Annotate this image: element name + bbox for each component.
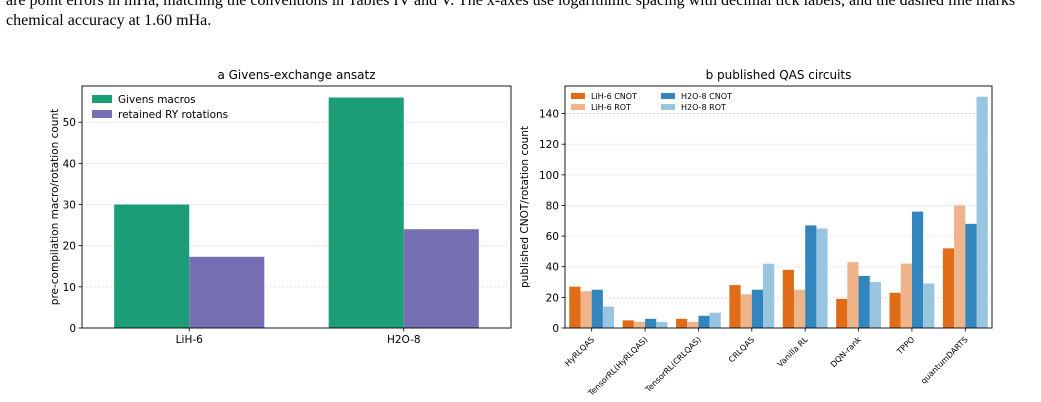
bar-1-1 xyxy=(569,286,581,328)
bar-4-4 xyxy=(763,263,775,328)
bar-1-2 xyxy=(622,320,634,328)
legend-label: retained RY rotations xyxy=(118,109,228,121)
bar-4-1 xyxy=(602,306,615,328)
bar-2-7 xyxy=(900,263,912,328)
y-tick-label: 50 xyxy=(63,117,76,129)
y-tick-label: 40 xyxy=(546,262,559,274)
legend-swatch xyxy=(661,93,675,99)
x-tick-label: DQN-rank xyxy=(829,335,863,369)
bar-1-3 xyxy=(676,318,688,328)
y-tick-label: 10 xyxy=(63,282,76,294)
bar-2-1 xyxy=(580,291,592,328)
x-tick-label: TensorRL(CRLQAS) xyxy=(643,335,703,395)
bar-3-4 xyxy=(751,289,764,328)
bar-4-7 xyxy=(923,283,935,328)
y-tick-label: 100 xyxy=(539,170,559,182)
bar-4-8 xyxy=(976,96,988,328)
caption-line-2: chemical accuracy at 1.60 mHa. xyxy=(6,12,212,29)
legend-label: Givens macros xyxy=(118,94,196,106)
panel-a-givens-chart: 0 10 20 30 40 50 LiH-6 H2O-8 a Givens-exchange a… xyxy=(49,68,512,346)
bar-1-4 xyxy=(729,285,741,328)
legend: Givens macros retained RY rotations xyxy=(92,94,228,121)
legend-swatch xyxy=(92,110,112,118)
panel-b-qas-chart: 0 20 40 60 80 100 120 140 HyRLQASTensorRL(HyRLQA… xyxy=(519,68,993,399)
legend-label: H2O-8 CNOT xyxy=(681,92,732,101)
bar-2-5 xyxy=(793,289,806,328)
y-tick-label: 0 xyxy=(69,323,76,335)
legend-swatch xyxy=(92,95,112,103)
x-tick-label: H2O-8 xyxy=(387,334,421,346)
bar-3-1 xyxy=(591,289,603,328)
legend-swatch xyxy=(571,104,585,110)
chart-title: b published QAS circuits xyxy=(706,68,852,82)
x-tick-label: LiH-6 xyxy=(176,334,203,346)
bar-2-4 xyxy=(740,294,752,328)
legend-swatch xyxy=(661,104,675,110)
y-tick-label: 60 xyxy=(546,231,559,243)
y-tick-label: 30 xyxy=(63,200,76,212)
caption-line-1: are point errors in mHa, matching the co… xyxy=(6,0,1016,9)
y-tick-label: 0 xyxy=(552,323,559,335)
bar-3-7 xyxy=(911,211,924,328)
y-tick-label: 20 xyxy=(546,292,559,304)
y-tick-label: 80 xyxy=(546,200,559,212)
bar-1-2 xyxy=(328,97,404,329)
x-tick-label: CRLQAS xyxy=(727,335,756,364)
x-tick-label: TPPO xyxy=(895,335,917,357)
legend: LiH-6 CNOT LiH-6 ROT H2O-8 CNOT H2O-8 ROT xyxy=(571,92,732,112)
legend-label: LiH-6 CNOT xyxy=(591,92,637,101)
y-tick-label: 40 xyxy=(63,158,76,170)
legend-label: LiH-6 ROT xyxy=(591,103,631,112)
x-tick-label: HyRLQAS xyxy=(563,335,596,368)
bar-2-3 xyxy=(687,321,699,328)
plot-frame xyxy=(564,85,993,329)
bar-2-2 xyxy=(403,229,479,328)
y-tick-label: 20 xyxy=(63,241,76,253)
bar-2-8 xyxy=(954,205,966,328)
bar-4-2 xyxy=(656,321,668,328)
chart-title: a Givens-exchange ansatz xyxy=(217,68,375,82)
bar-1-8 xyxy=(942,248,955,328)
bar-1-7 xyxy=(889,292,901,328)
bar-4-3 xyxy=(709,312,721,328)
legend-swatch xyxy=(571,93,585,99)
plot-frame xyxy=(81,85,512,329)
y-tick-label: 140 xyxy=(539,109,559,121)
bar-2-2 xyxy=(633,321,646,328)
bar-4-6 xyxy=(869,282,881,328)
y-axis-label: published CNOT/rotation count xyxy=(519,126,531,288)
x-tick-label: Vanilla RL xyxy=(776,335,810,369)
bar-3-3 xyxy=(698,315,710,328)
bar-3-5 xyxy=(805,225,817,328)
x-tick-label: TensorRL(HyRLQAS) xyxy=(586,335,649,398)
bar-2-6 xyxy=(847,262,859,328)
bar-4-5 xyxy=(816,228,828,328)
y-axis-label: pre-compilation macro/rotation count xyxy=(49,109,61,305)
bar-1-1 xyxy=(114,204,190,328)
bar-2-1 xyxy=(189,256,265,328)
bar-1-5 xyxy=(782,269,794,328)
bar-1-6 xyxy=(836,298,848,328)
legend-label: H2O-8 ROT xyxy=(681,103,726,112)
figure-caption: are point errors in mHa, matching the co… xyxy=(6,0,1036,31)
bar-3-2 xyxy=(645,318,657,328)
y-tick-label: 120 xyxy=(539,139,559,151)
bar-3-8 xyxy=(965,223,977,328)
x-tick-label: quantumDARTS xyxy=(919,335,970,386)
bar-3-6 xyxy=(858,275,870,328)
